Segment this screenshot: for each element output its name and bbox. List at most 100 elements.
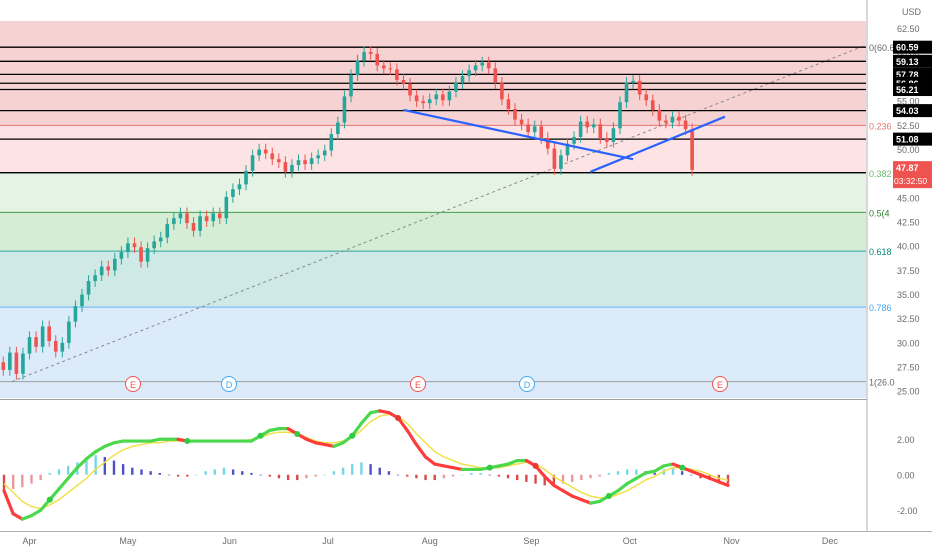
time-tick-label: Dec — [822, 536, 839, 546]
price-tick-label: 50.00 — [897, 145, 920, 155]
macd-histogram-bar — [231, 469, 235, 475]
candle-body — [434, 94, 439, 100]
macd-histogram-bar — [525, 474, 528, 482]
candle-body — [8, 352, 12, 370]
price-tick-label: 37.50 — [897, 266, 920, 276]
candle-body — [408, 83, 412, 96]
macd-line-segment — [708, 476, 721, 484]
macd-histogram-bar — [112, 460, 116, 475]
candle-body — [624, 82, 629, 103]
price-level-tag — [893, 40, 932, 54]
candle-body — [473, 65, 478, 71]
candle-body — [519, 119, 524, 125]
macd-line-segment — [405, 428, 419, 447]
macd-histogram-bar — [497, 474, 501, 477]
candle-body — [395, 69, 399, 80]
candle-body — [578, 121, 583, 137]
candle-body — [322, 150, 327, 156]
macd-cross-dot — [532, 462, 539, 469]
macd-histogram-bar — [561, 474, 565, 484]
macd-line-segment — [304, 437, 318, 445]
macd-line-segment — [653, 464, 666, 473]
macd-histogram-bar — [176, 474, 180, 477]
candle-body — [21, 353, 25, 374]
candle-body — [506, 99, 511, 109]
horizontal-levels — [0, 46, 866, 174]
macd-line-segment — [423, 455, 437, 466]
macd-histogram-bar — [48, 472, 52, 475]
macd-histogram-bar — [680, 471, 684, 475]
macd-histogram-bar — [186, 474, 189, 477]
candle-body — [231, 189, 235, 197]
macd-histogram — [2, 455, 730, 491]
candle-body — [191, 223, 196, 231]
time-tick-label: Jul — [322, 536, 334, 546]
earnings-marker-icon — [712, 376, 728, 392]
candle-body — [14, 352, 19, 374]
candle-body — [441, 94, 445, 101]
candle-body — [158, 237, 163, 242]
macd-histogram-bar — [607, 472, 611, 475]
candle-body — [677, 116, 681, 121]
macd-line-segment — [552, 483, 565, 493]
macd-histogram-bar — [653, 472, 656, 475]
macd-histogram-bar — [671, 467, 675, 475]
candle-body — [381, 65, 386, 69]
candle-body — [198, 216, 202, 231]
macd-histogram-bar — [213, 469, 216, 475]
fib-level-label: 0.786 — [869, 303, 892, 313]
candle-body — [565, 143, 570, 156]
macd-histogram-bar — [662, 469, 666, 475]
macd-cross-dot — [486, 464, 493, 471]
price-tick-label: 25.00 — [897, 387, 920, 397]
candle-body — [172, 218, 176, 224]
macd-line-segment — [11, 512, 24, 521]
candle-body — [296, 160, 301, 166]
candle-body — [447, 91, 452, 101]
price-tick-label: 40.00 — [897, 242, 920, 252]
candle-body — [591, 124, 596, 128]
fib-band-bottom — [0, 381, 866, 398]
fib-band — [0, 47, 866, 126]
candle-body — [211, 213, 216, 222]
macd-histogram-bar — [250, 472, 253, 475]
macd-line-segment — [20, 513, 34, 521]
macd-histogram-bar — [11, 474, 15, 489]
macd-cross-dot — [184, 438, 191, 445]
candle-body — [250, 155, 255, 171]
price-level-tag — [893, 83, 932, 97]
event-marker: E — [410, 376, 426, 392]
candle-body — [86, 281, 91, 295]
candle-body — [277, 159, 281, 163]
macd-histogram-bar — [57, 469, 61, 475]
candle-body — [113, 258, 117, 271]
macd-histogram-bar — [451, 474, 455, 477]
fib-level-label: 0.236 — [869, 121, 892, 131]
candle-body — [513, 108, 517, 120]
macd-histogram-bar — [94, 455, 97, 475]
macd-histogram-bar — [506, 474, 510, 479]
time-tick-label: Sep — [523, 536, 539, 546]
macd-cross-dot — [679, 464, 686, 471]
price-tick-label: 32.50 — [897, 314, 920, 324]
candle-body — [454, 82, 458, 92]
macd-histogram-bar — [470, 472, 473, 475]
macd-line-segment — [570, 494, 583, 502]
candle-body — [237, 184, 242, 190]
macd-line-segment — [94, 444, 107, 454]
macd-histogram-bar — [589, 474, 592, 479]
macd-cross-dot — [46, 496, 53, 503]
earnings-marker-icon — [125, 376, 141, 392]
macd-line-segment — [84, 450, 98, 461]
candle-body — [526, 124, 530, 133]
macd-histogram-bar — [479, 472, 482, 475]
macd-histogram-bar — [580, 474, 583, 481]
macd-histogram-bar — [259, 474, 262, 476]
macd-histogram-bar — [204, 471, 207, 475]
event-marker: D — [221, 376, 237, 392]
macd-cross-dot — [605, 493, 612, 500]
candle-body — [644, 94, 649, 101]
candle-body — [539, 126, 544, 138]
candle-body — [559, 155, 563, 169]
